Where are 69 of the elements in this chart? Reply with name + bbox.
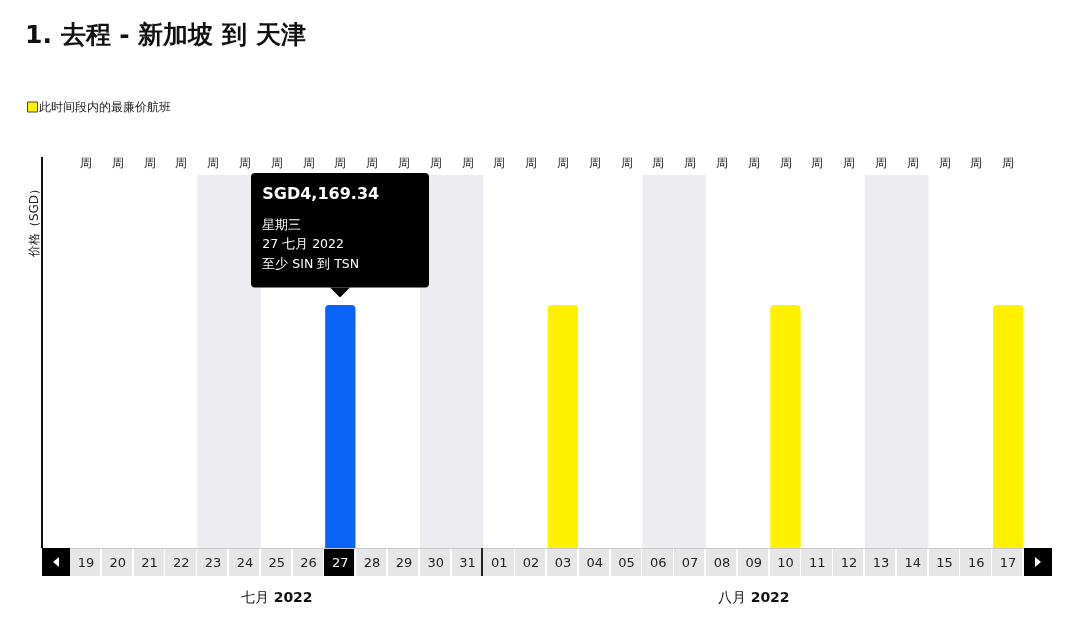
text: 周 xyxy=(79,156,92,170)
text: 周 xyxy=(493,156,506,170)
text: 周 xyxy=(143,156,156,170)
text: 周 xyxy=(111,156,124,170)
x-tick-label: 05 xyxy=(618,554,635,570)
y-axis-title: 价格（SGD） xyxy=(27,182,41,259)
text: 周 xyxy=(525,156,538,170)
text: 八月 2022 xyxy=(718,589,790,605)
x-tick-label: 22 xyxy=(173,554,190,570)
x-tick-label: 27 xyxy=(332,554,349,570)
chart-title: 1. 去程 - 新加坡 到 天津 xyxy=(25,20,306,49)
text: 周 xyxy=(461,156,474,170)
x-tick-label: 14 xyxy=(904,554,921,570)
text: 周 xyxy=(938,156,951,170)
text: 周 xyxy=(811,156,824,170)
x-tick-label: 31 xyxy=(459,554,476,570)
x-tick-label: 23 xyxy=(204,554,222,570)
x-tick-label: 10 xyxy=(777,554,794,570)
x-tick-label: 20 xyxy=(109,554,126,570)
x-tick-label: 13 xyxy=(872,554,890,570)
text: SGD4,169.34 xyxy=(262,182,380,205)
text: 周 xyxy=(429,156,442,170)
text: 周 xyxy=(270,156,283,170)
legend-label: 此时间段内的最廉价航班 xyxy=(38,100,171,114)
text: 星期三 xyxy=(262,215,302,234)
x-tick-label: 11 xyxy=(809,554,826,570)
x-tick-label: 28 xyxy=(363,554,381,570)
text: 周 xyxy=(366,156,379,170)
text: 周 xyxy=(715,156,728,170)
x-tick-label: 16 xyxy=(968,554,985,570)
text: 周 xyxy=(397,156,410,170)
text: 七月 2022 xyxy=(241,589,313,605)
x-tick-label: 21 xyxy=(141,554,158,570)
text: 周 xyxy=(620,156,633,170)
x-tick-label: 24 xyxy=(236,554,254,570)
x-tick-label: 17 xyxy=(999,554,1017,570)
x-tick-label: 15 xyxy=(936,554,953,570)
x-tick-label: 04 xyxy=(586,554,603,570)
text: 周 xyxy=(302,156,315,170)
text: 周 xyxy=(556,156,569,170)
text: 周 xyxy=(175,156,188,170)
x-tick-label: 07 xyxy=(681,554,699,570)
text: 周 xyxy=(874,156,887,170)
text: 周 xyxy=(207,156,220,170)
x-tick-label: 29 xyxy=(395,554,413,570)
text: 周 xyxy=(652,156,665,170)
text: 周 xyxy=(334,156,347,170)
text: 至少 SIN 到 TSN xyxy=(262,254,360,273)
x-tick-label: 03 xyxy=(554,554,572,570)
text: 周 xyxy=(238,156,251,170)
text: 周 xyxy=(970,156,983,170)
x-tick-label: 26 xyxy=(300,554,317,570)
text: 周 xyxy=(843,156,856,170)
x-tick-label: 30 xyxy=(427,554,444,570)
text: 周 xyxy=(588,156,601,170)
x-tick-label: 12 xyxy=(840,554,858,570)
x-tick-label: 02 xyxy=(522,554,540,570)
x-tick-label: 06 xyxy=(650,554,667,570)
text: 周 xyxy=(1002,156,1015,170)
x-tick-label: 01 xyxy=(491,554,508,570)
x-tick-label: 08 xyxy=(713,554,731,570)
x-tick-label: 19 xyxy=(77,554,95,570)
text: 周 xyxy=(906,156,919,170)
x-tick-label: 25 xyxy=(268,554,285,570)
text: 27 七月 2022 xyxy=(262,235,344,253)
x-tick-label: 09 xyxy=(745,554,762,570)
text: 周 xyxy=(684,156,697,170)
text: 周 xyxy=(779,156,792,170)
text: 周 xyxy=(747,156,760,170)
